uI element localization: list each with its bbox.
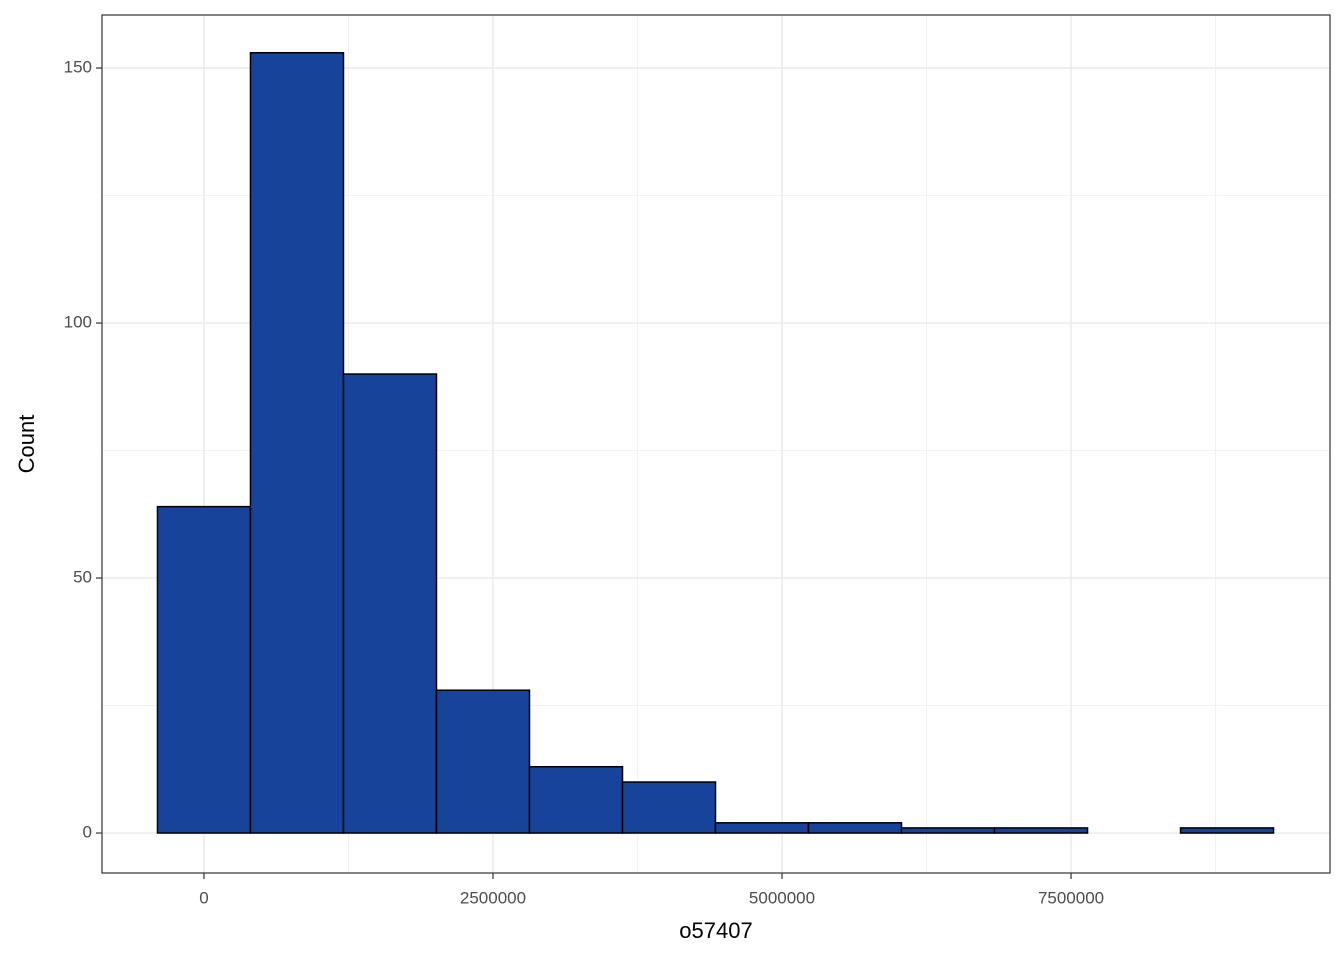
x-tick-label: 5000000 <box>749 888 815 907</box>
x-tick-label: 7500000 <box>1038 888 1104 907</box>
y-tick-label: 100 <box>64 313 92 332</box>
y-axis-title: Count <box>14 415 39 474</box>
bar <box>900 827 996 834</box>
y-tick-label: 150 <box>64 58 92 77</box>
y-tick-label: 50 <box>73 568 92 587</box>
x-tick-label: 0 <box>199 888 208 907</box>
bar <box>993 827 1089 834</box>
x-tick-label: 2500000 <box>460 888 526 907</box>
bar <box>807 822 903 834</box>
bar <box>1179 827 1275 834</box>
bar <box>528 765 624 834</box>
bar <box>249 51 345 834</box>
bar <box>342 373 438 834</box>
bar <box>714 822 810 834</box>
panel-border <box>101 14 1331 874</box>
bar <box>156 505 252 834</box>
bar <box>621 781 717 834</box>
x-axis-title: o57407 <box>679 918 752 943</box>
bar <box>435 689 531 834</box>
y-tick-label: 0 <box>83 823 92 842</box>
